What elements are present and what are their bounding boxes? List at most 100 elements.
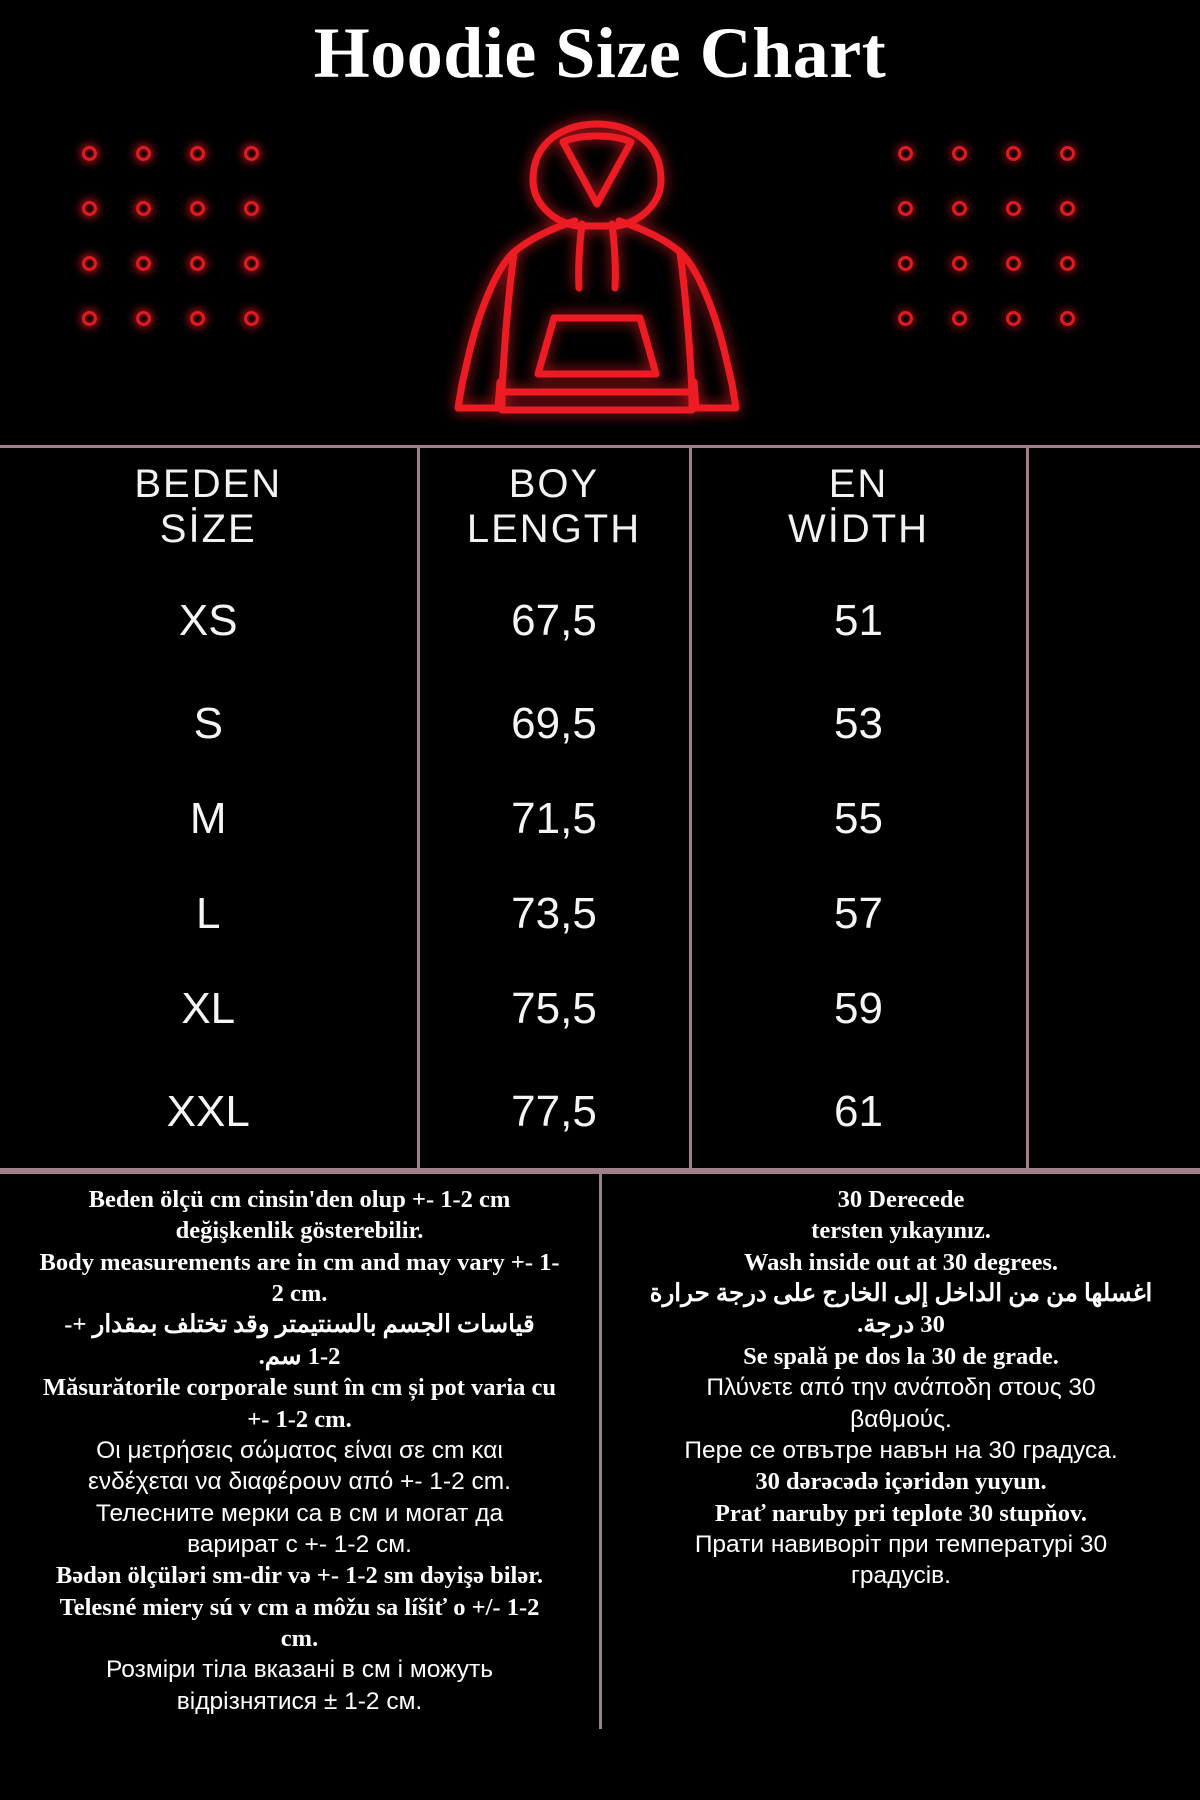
table-row: S 69,5 53 (0, 676, 1200, 771)
note-line: اغسلها من من الداخل إلى الخارج على درجة … (649, 1280, 1153, 1308)
note-line: Bədən ölçüləri sm-dir və +- 1-2 sm dəyiş… (56, 1562, 543, 1590)
note-line: Telesné miery sú v cm a môžu sa líšiť o … (59, 1593, 540, 1621)
hoodie-outline-icon (454, 120, 740, 414)
note-line: Se spală pe dos la 30 de grade. (743, 1342, 1059, 1370)
note-line: Πλύνετε από την ανάποδη στους 30 (706, 1374, 1096, 1402)
cell-length: 69,5 (416, 676, 692, 771)
table-header-row: BEDEN SİZE BOY LENGTH EN WİDTH (0, 445, 1200, 566)
column-header-empty (1025, 445, 1200, 566)
table-row: XL 75,5 59 (0, 961, 1200, 1056)
cell-extra (1025, 566, 1200, 676)
note-line: Wash inside out at 30 degrees. (744, 1248, 1058, 1276)
column-header-length-native: BOY (508, 462, 600, 507)
dot-icon (952, 256, 967, 271)
note-line: 30 Derecede (837, 1186, 965, 1213)
column-header-width-native: EN (828, 462, 889, 507)
cell-length: 75,5 (416, 961, 692, 1056)
dot-icon (898, 311, 913, 326)
note-line: ενδέχεται να διαφέρουν από +- 1-2 cm. (87, 1468, 511, 1496)
table-row: XS 67,5 51 (0, 566, 1200, 676)
note-line: 30 درجة. (857, 1311, 945, 1339)
cell-length: 71,5 (416, 771, 692, 866)
column-header-width: EN WİDTH (688, 445, 1029, 566)
note-line: 2 cm. (271, 1280, 328, 1308)
cell-extra (1025, 1056, 1200, 1171)
measurement-note-block: Beden ölçü cm cinsin'den olup +- 1-2 cm … (0, 1174, 602, 1730)
dot-icon (952, 201, 967, 216)
note-line: cm. (280, 1625, 319, 1653)
dot-icon (898, 201, 913, 216)
cell-size: XL (0, 961, 420, 1056)
cell-extra (1025, 866, 1200, 961)
dot-icon (136, 146, 151, 161)
cell-extra (1025, 961, 1200, 1056)
cell-width: 51 (688, 566, 1029, 676)
dot-pattern-left (82, 146, 262, 326)
note-line: Розміри тіла вказані в см і можуть (106, 1656, 493, 1684)
cell-length: 67,5 (416, 566, 692, 676)
dot-icon (190, 311, 205, 326)
dot-icon (82, 146, 97, 161)
note-line: Măsurătorile corporale sunt în cm și pot… (42, 1374, 557, 1402)
dot-icon (1006, 256, 1021, 271)
table-row: M 71,5 55 (0, 771, 1200, 866)
dot-icon (1006, 201, 1021, 216)
dot-icon (190, 256, 205, 271)
note-line: Beden ölçü cm cinsin'den olup +- 1-2 cm (88, 1186, 511, 1213)
note-line: 1-2 سم. (258, 1342, 341, 1370)
column-header-size: BEDEN SİZE (0, 445, 420, 566)
dot-icon (1060, 146, 1075, 161)
dot-icon (244, 311, 259, 326)
note-line: Body measurements are in cm and may vary… (39, 1248, 560, 1276)
dot-icon (82, 311, 97, 326)
notes-section: Beden ölçü cm cinsin'den olup +- 1-2 cm … (0, 1171, 1200, 1730)
cell-extra (1025, 676, 1200, 771)
note-line: Пере се отвътре навън на 30 градуса. (684, 1436, 1118, 1464)
cell-size: XXL (0, 1056, 420, 1171)
cell-size: S (0, 676, 420, 771)
cell-width: 61 (688, 1056, 1029, 1171)
table-row: L 73,5 57 (0, 866, 1200, 961)
cell-width: 53 (688, 676, 1029, 771)
dot-icon (898, 146, 913, 161)
washing-note-block: 30 Derecede tersten yıkayınız. Wash insi… (602, 1174, 1200, 1729)
cell-length: 73,5 (416, 866, 692, 961)
cell-size: M (0, 771, 420, 866)
cell-width: 59 (688, 961, 1029, 1056)
table-row: XXL 77,5 61 (0, 1056, 1200, 1171)
page-title: Hoodie Size Chart (313, 13, 887, 93)
cell-size: L (0, 866, 420, 961)
cell-width: 55 (688, 771, 1029, 866)
note-line: βαθμούς. (850, 1405, 952, 1433)
cell-width: 57 (688, 866, 1029, 961)
dot-icon (952, 146, 967, 161)
dot-icon (1060, 311, 1075, 326)
dot-icon (1060, 256, 1075, 271)
hero-section: Hoodie Size Chart (0, 0, 1200, 445)
dot-icon (1006, 146, 1021, 161)
note-line: градусів. (851, 1562, 951, 1590)
dot-icon (1060, 201, 1075, 216)
dot-icon (244, 146, 259, 161)
note-line: tersten yıkayınız. (811, 1217, 991, 1245)
dot-icon (82, 256, 97, 271)
size-table: BEDEN SİZE BOY LENGTH EN WİDTH XS (0, 445, 1200, 1171)
column-header-length-english: LENGTH (466, 507, 642, 551)
note-line: قياسات الجسم بالسنتيمتر وقد تختلف بمقدار… (64, 1311, 535, 1339)
cell-extra (1025, 771, 1200, 866)
note-line: відрізнятися ± 1-2 см. (176, 1687, 423, 1715)
dot-icon (244, 201, 259, 216)
dot-icon (136, 256, 151, 271)
dot-icon (244, 256, 259, 271)
note-line: Οι μετρήσεις σώματος είναι σε cm και (96, 1436, 503, 1464)
dot-pattern-right (898, 146, 1078, 326)
note-line: 30 dərəcədə içəridən yuyun. (755, 1468, 1047, 1496)
note-line: варират с +- 1-2 см. (187, 1530, 412, 1558)
cell-length: 77,5 (416, 1056, 692, 1171)
column-header-size-native: BEDEN (134, 462, 283, 507)
note-line: Prať naruby pri teplote 30 stupňov. (714, 1499, 1088, 1527)
dot-icon (1006, 311, 1021, 326)
dot-icon (190, 146, 205, 161)
dot-icon (190, 201, 205, 216)
